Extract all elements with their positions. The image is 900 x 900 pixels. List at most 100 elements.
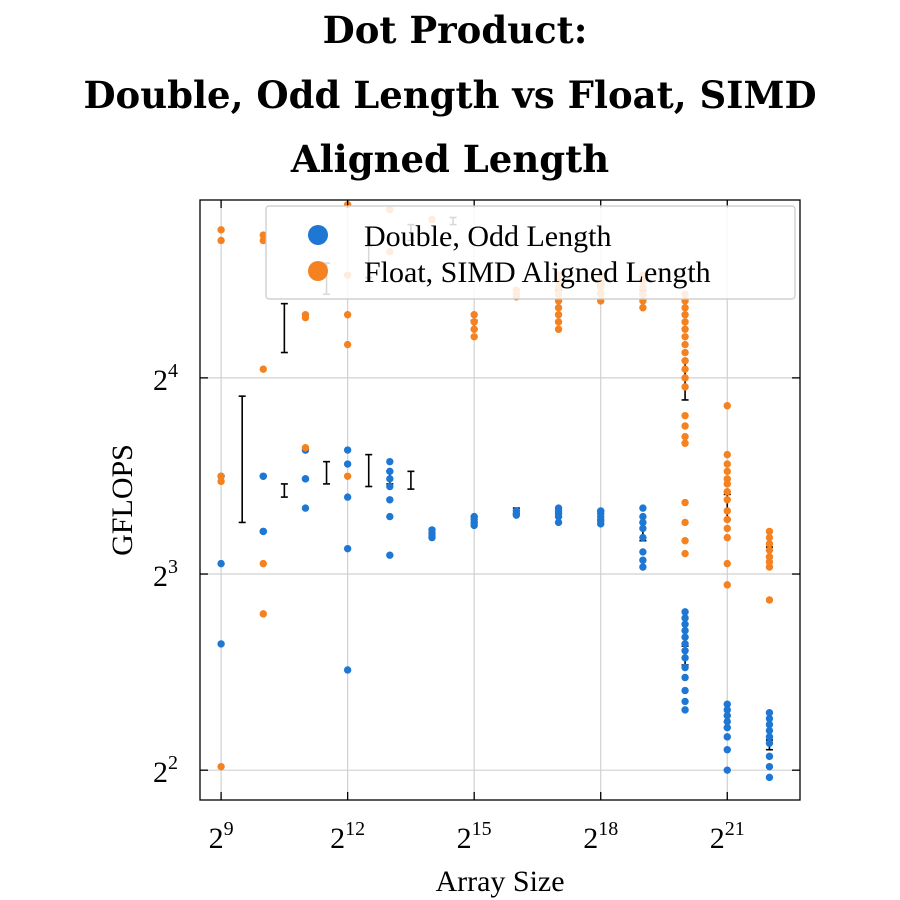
data-point [386,551,394,559]
x-tick-label: 218 [583,818,618,855]
data-point [681,608,689,616]
data-point [681,439,689,447]
data-point [681,673,689,682]
data-point [259,559,267,568]
data-point [681,518,689,527]
data-point [765,739,774,747]
x-tick-label: 29 [209,818,234,855]
data-point [765,563,774,571]
data-point [554,318,563,326]
x-tick-label: 221 [710,818,745,855]
data-point [723,733,731,741]
data-point [554,304,563,312]
data-point [217,236,225,245]
data-point [681,537,689,545]
data-point [301,504,310,512]
data-point [723,746,731,754]
data-point [681,686,689,695]
data-point [301,475,310,483]
data-point [597,520,605,528]
data-point [639,512,647,521]
data-point [681,626,689,635]
data-point [765,558,774,566]
data-point [723,515,731,524]
data-point [681,432,689,441]
y-tick-label: 23 [153,556,178,593]
data-point [681,325,689,333]
chart-title-line-1: Dot Product: [323,8,588,52]
data-point [681,333,689,341]
chart-title-line-2: Double, Odd Length vs Float, SIMD [83,73,816,117]
data-point [723,488,731,496]
data-point [639,504,647,512]
data-point [681,614,689,622]
data-point [765,773,774,782]
series-double [217,446,774,782]
data-point [723,723,731,732]
data-point [386,482,394,491]
data-point [723,480,731,488]
data-point [681,348,689,357]
error-bar [365,453,373,488]
data-point [259,231,267,239]
data-point [723,711,731,720]
data-point [681,620,689,628]
chart-title-line-3: Aligned Length [290,137,609,181]
legend-marker-float [308,261,328,281]
x-tick-label: 212 [330,818,365,855]
legend-box [265,205,796,300]
data-point [681,357,689,365]
data-point [470,333,478,341]
data-point [723,706,731,714]
data-point [765,546,774,554]
data-point [765,762,774,771]
data-point [470,521,478,530]
data-point [681,706,689,714]
data-point [765,720,774,729]
data-point [639,518,647,527]
data-point [681,365,689,373]
error-bar [280,302,288,354]
data-point [681,663,689,672]
data-point [470,325,478,333]
data-point [343,666,352,674]
data-point [217,762,225,771]
data-point [386,475,394,483]
data-point [639,548,647,556]
error-bar [280,483,288,498]
y-axis-label: GFLOPS [106,444,139,556]
data-point [343,340,352,349]
data-point [554,518,563,527]
data-point [386,512,394,521]
data-point [259,610,267,618]
y-tick-label: 24 [153,360,178,397]
data-point [554,512,563,521]
data-point [765,733,774,741]
data-point [639,556,647,564]
data-point [259,472,267,481]
plot-area [200,200,800,800]
error-bar [407,470,415,490]
data-point [765,709,774,717]
data-point [386,496,394,504]
error-bar [238,395,246,524]
data-point [681,340,689,349]
data-point [217,226,225,234]
data-point [765,527,774,536]
data-point [639,533,647,542]
data-point [723,450,731,459]
data-point [470,318,478,326]
data-point [639,524,647,533]
error-bar [323,460,331,485]
data-point [723,402,731,410]
data-point [723,559,731,568]
data-point [765,726,774,735]
legend-label-float: Float, SIMD Aligned Length [364,256,711,289]
data-point [259,236,267,245]
data-point [723,766,731,774]
data-point [512,511,521,519]
data-point [681,318,689,326]
data-point [681,498,689,507]
data-point [765,596,774,604]
data-point [217,559,225,568]
